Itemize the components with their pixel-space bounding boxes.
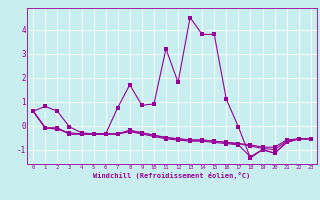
X-axis label: Windchill (Refroidissement éolien,°C): Windchill (Refroidissement éolien,°C) <box>93 172 251 179</box>
